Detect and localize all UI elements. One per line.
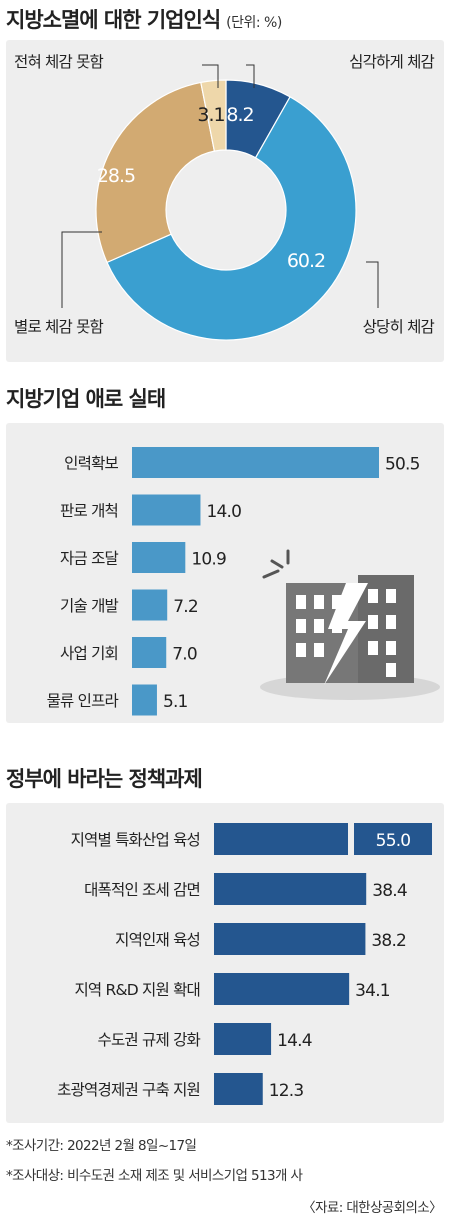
bar xyxy=(214,823,348,855)
bar1-panel: 인력확보 50.5 판로 개척 14.0 자금 조달 10.9 기술 개발 7.2 사업 기회 7… xyxy=(6,423,444,723)
bar-value-label: 55.0 xyxy=(376,831,411,851)
bar-value-label: 14.4 xyxy=(277,1031,312,1051)
bar2-chart: 지역별 특화산업 육성 55.0 대폭적인 조세 감면 38.4 지역인재 육성 38.2… xyxy=(57,823,432,1105)
pie-slice xyxy=(106,96,357,341)
bar-category-label: 수도권 규제 강화 xyxy=(98,1031,201,1049)
bar-category-label: 사업 기회 xyxy=(60,645,118,663)
bar-category-label: 지역별 특화산업 육성 xyxy=(71,831,200,849)
bar xyxy=(214,1073,263,1105)
bar-value-label: 7.2 xyxy=(173,597,198,617)
bar-value-label: 38.2 xyxy=(371,931,406,951)
pie-unit: (단위: %) xyxy=(226,15,282,31)
bar-category-label: 초광역경제권 구축 지원 xyxy=(57,1081,200,1099)
bar-value-label: 10.9 xyxy=(191,550,226,570)
bar-category-label: 대폭적인 조세 감면 xyxy=(84,881,200,899)
pie-leader-line xyxy=(246,64,255,88)
bar xyxy=(214,923,366,955)
bar-category-label: 자금 조달 xyxy=(60,550,119,568)
bar xyxy=(214,873,367,905)
bar1-chart: 인력확보 50.5 판로 개척 14.0 자금 조달 10.9 기술 개발 7.2 사업 기회 7… xyxy=(47,447,440,716)
bar xyxy=(132,589,168,621)
bar-category-label: 기술 개발 xyxy=(60,597,119,615)
bar xyxy=(132,494,201,526)
bar2-panel: 지역별 특화산업 육성 55.0 대폭적인 조세 감면 38.4 지역인재 육성 38.2… xyxy=(6,803,444,1123)
bar xyxy=(132,684,157,716)
bar-value-label: 38.4 xyxy=(372,881,407,901)
pie-leader-line xyxy=(61,231,102,308)
bar-value-label: 12.3 xyxy=(269,1081,304,1101)
bar-value-label: 14.0 xyxy=(206,502,241,522)
bar xyxy=(214,973,350,1005)
footnote-target: *조사대상: 비수도권 소재 제조 및 서비스기업 513개 사 xyxy=(6,1168,303,1184)
bar-value-label: 5.1 xyxy=(163,692,188,712)
pie-slice xyxy=(200,79,227,152)
bar xyxy=(354,823,432,855)
pie-chart: 8.2 심각하게 체감 60.2 상당히 체감 28.5 별로 체감 못함 3.1 전혀 체감… xyxy=(14,53,435,341)
pie-section-title: 지방소멸에 대한 기업인식 (단위: %) xyxy=(6,4,282,34)
bar-value-label: 7.0 xyxy=(172,645,197,665)
bar-value-label: 50.5 xyxy=(385,455,420,475)
pie-slice xyxy=(95,81,216,264)
pie-value-label: 8.2 xyxy=(226,104,253,126)
bar xyxy=(214,1023,272,1055)
bar xyxy=(132,542,186,573)
bar1-title: 지방기업 애로 실태 xyxy=(6,387,166,411)
pie-category-label: 별로 체감 못함 xyxy=(14,318,104,336)
bar2-title: 정부에 바라는 정책과제 xyxy=(6,767,203,791)
bar-value-label: 34.1 xyxy=(355,981,390,1001)
pie-leader-line xyxy=(366,261,379,308)
cracked-building-icon xyxy=(260,549,440,700)
bar1-section-title: 지방기업 애로 실태 xyxy=(6,383,166,413)
bar xyxy=(132,447,379,478)
pie-value-label: 28.5 xyxy=(97,165,135,187)
pie-title: 지방소멸에 대한 기업인식 xyxy=(6,8,221,32)
bar-category-label: 판로 개척 xyxy=(60,502,118,520)
bar-category-label: 지역인재 육성 xyxy=(115,931,200,949)
pie-leader-line xyxy=(202,64,219,88)
pie-category-label: 전혀 체감 못함 xyxy=(14,53,104,71)
pie-panel: 8.2 심각하게 체감 60.2 상당히 체감 28.5 별로 체감 못함 3.1 전혀 체감… xyxy=(6,40,444,362)
source-credit: 〈자료: 대한상공회의소〉 xyxy=(302,1200,442,1216)
pie-value-label: 60.2 xyxy=(287,250,325,272)
pie-value-label: 3.1 xyxy=(197,104,224,126)
bar xyxy=(132,637,167,668)
bar-category-label: 물류 인프라 xyxy=(47,692,119,710)
pie-category-label: 상당히 체감 xyxy=(363,318,435,336)
bar2-section-title: 정부에 바라는 정책과제 xyxy=(6,763,203,793)
footnote-period: *조사기간: 2022년 2월 8일~17일 xyxy=(6,1138,197,1154)
pie-category-label: 심각하게 체감 xyxy=(349,53,434,71)
bar-category-label: 지역 R&D 지원 확대 xyxy=(74,981,200,999)
bar-category-label: 인력확보 xyxy=(64,455,118,473)
